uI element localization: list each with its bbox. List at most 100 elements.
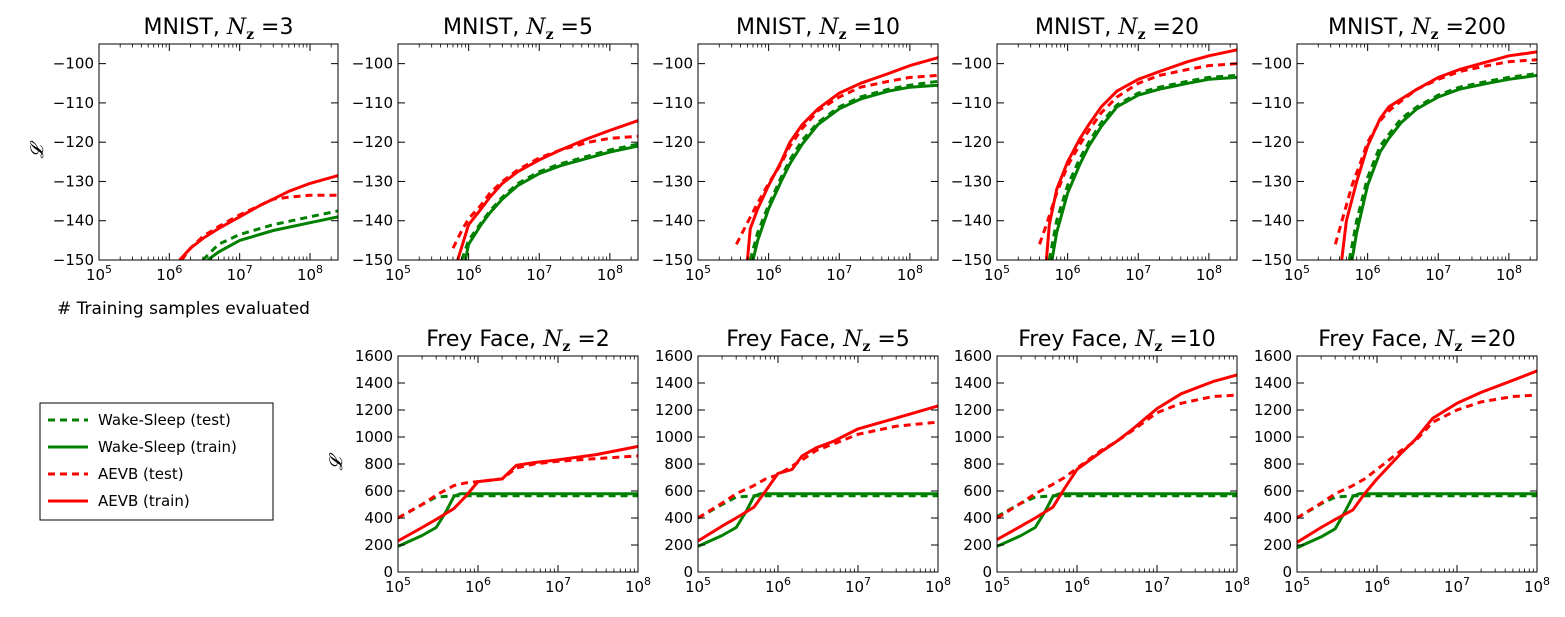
series-wake-sleep-train xyxy=(1050,75,1237,260)
x-tick-label: 106 xyxy=(1055,263,1081,284)
series-aevb-test xyxy=(1333,58,1537,245)
series-aevb-train xyxy=(1044,48,1237,260)
y-tick-label: 0 xyxy=(383,563,393,581)
series-aevb-train xyxy=(398,444,638,543)
panel-2: 105 106 107 108−100−110−120−130−140−150MNIS… xyxy=(352,15,639,284)
panel-title: Frey Face, Nz =10 xyxy=(1018,327,1216,355)
series-wake-sleep-train xyxy=(698,492,938,548)
x-tick-label: 106 xyxy=(156,263,182,284)
y-tick-label: 1200 xyxy=(655,401,693,419)
x-tick-label: 108 xyxy=(597,263,623,284)
series-wake-sleep-train xyxy=(463,144,638,260)
y-tick-label: 800 xyxy=(664,455,693,473)
series-aevb-test xyxy=(451,134,638,249)
series-aevb-train xyxy=(178,174,338,260)
series-wake-sleep-train xyxy=(206,215,338,260)
y-tick-label: 600 xyxy=(963,482,992,500)
y-tick-label: −110 xyxy=(53,94,94,112)
x-tick-label: 107 xyxy=(826,263,852,284)
panel-title: MNIST, Nz =10 xyxy=(736,15,900,43)
y-tick-label: −110 xyxy=(352,94,393,112)
legend-label: AEVB (test) xyxy=(98,465,184,483)
y-tick-label: 600 xyxy=(664,482,693,500)
y-tick-label: −140 xyxy=(352,212,393,230)
series-wake-sleep-test xyxy=(460,142,638,260)
y-tick-label: −120 xyxy=(1251,133,1292,151)
y-tick-label: −130 xyxy=(652,172,693,190)
x-tick-label: 107 xyxy=(526,263,552,284)
y-axis-label: 𝓛 xyxy=(27,141,48,159)
y-tick-label: 1600 xyxy=(1254,347,1292,365)
x-axis-label: # Training samples evaluated xyxy=(57,299,310,319)
series-aevb-train xyxy=(456,119,638,260)
series-wake-sleep-test xyxy=(1347,72,1537,260)
y-tick-label: −120 xyxy=(53,133,94,151)
series-wake-sleep-test xyxy=(997,494,1237,518)
series-aevb-test xyxy=(1038,62,1237,245)
y-tick-label: 1000 xyxy=(655,428,693,446)
series-wake-sleep-test xyxy=(398,494,638,520)
x-tick-label: 106 xyxy=(765,575,791,596)
y-tick-label: 800 xyxy=(963,455,992,473)
y-tick-label: 1000 xyxy=(355,428,393,446)
panel-title: MNIST, Nz =200 xyxy=(1328,15,1506,43)
plot-frame xyxy=(996,43,1238,261)
y-tick-label: 200 xyxy=(664,536,693,554)
series-wake-sleep-train xyxy=(751,83,938,260)
y-tick-label: −100 xyxy=(53,55,94,73)
y-tick-label: 600 xyxy=(1263,482,1292,500)
series-wake-sleep-train xyxy=(1297,492,1537,550)
plot-frame xyxy=(697,355,939,573)
series-wake-sleep-test xyxy=(1047,73,1237,260)
y-tick-label: −140 xyxy=(951,212,992,230)
y-tick-label: 1000 xyxy=(954,428,992,446)
y-tick-label: 800 xyxy=(1263,455,1292,473)
x-tick-label: 108 xyxy=(625,575,651,596)
y-tick-label: 200 xyxy=(963,536,992,554)
x-tick-label: 108 xyxy=(1496,263,1522,284)
x-tick-label: 107 xyxy=(1425,263,1451,284)
y-tick-label: −150 xyxy=(53,251,94,269)
y-tick-label: 200 xyxy=(364,536,393,554)
panel-8: 105 106 107 1080200400600800100012001400160… xyxy=(954,327,1250,596)
panel-title: Frey Face, Nz =2 xyxy=(426,327,610,355)
x-tick-label: 106 xyxy=(456,263,482,284)
x-tick-label: 106 xyxy=(1064,575,1090,596)
x-tick-label: 107 xyxy=(1144,575,1170,596)
y-tick-label: 400 xyxy=(1263,509,1292,527)
y-tick-label: −100 xyxy=(951,55,992,73)
panel-title: MNIST, Nz =3 xyxy=(144,15,294,43)
y-tick-label: −100 xyxy=(652,55,693,73)
y-tick-label: 1200 xyxy=(355,401,393,419)
series-wake-sleep-train xyxy=(997,492,1237,548)
x-tick-label: 107 xyxy=(1125,263,1151,284)
y-axis-label: 𝓛 xyxy=(326,453,347,471)
legend-label: Wake-Sleep (test) xyxy=(98,411,231,429)
y-tick-label: 1200 xyxy=(1254,401,1292,419)
x-tick-label: 108 xyxy=(1224,575,1250,596)
y-tick-label: −150 xyxy=(652,251,693,269)
y-tick-label: 600 xyxy=(364,482,393,500)
y-tick-label: 1400 xyxy=(355,374,393,392)
y-tick-label: 1000 xyxy=(1254,428,1292,446)
panel-1: 105 106 107 108−100−110−120−130−140−150MNIS… xyxy=(27,15,339,284)
y-tick-label: −100 xyxy=(352,55,393,73)
panel-title: Frey Face, Nz =5 xyxy=(726,327,910,355)
y-tick-label: −120 xyxy=(352,133,393,151)
y-tick-label: 0 xyxy=(683,563,693,581)
series-aevb-test xyxy=(698,420,938,520)
x-tick-label: 107 xyxy=(1444,575,1470,596)
x-tick-label: 107 xyxy=(845,575,871,596)
x-tick-label: 106 xyxy=(1355,263,1381,284)
x-tick-label: 106 xyxy=(1364,575,1390,596)
y-tick-label: 1600 xyxy=(655,347,693,365)
y-tick-label: −150 xyxy=(951,251,992,269)
series-wake-sleep-test xyxy=(1297,494,1537,520)
series-wake-sleep-train xyxy=(1350,73,1537,260)
series-aevb-train xyxy=(745,56,938,260)
y-tick-label: −140 xyxy=(652,212,693,230)
legend-label: AEVB (train) xyxy=(98,492,190,510)
y-tick-label: −140 xyxy=(53,212,94,230)
series-aevb-train xyxy=(698,404,938,543)
